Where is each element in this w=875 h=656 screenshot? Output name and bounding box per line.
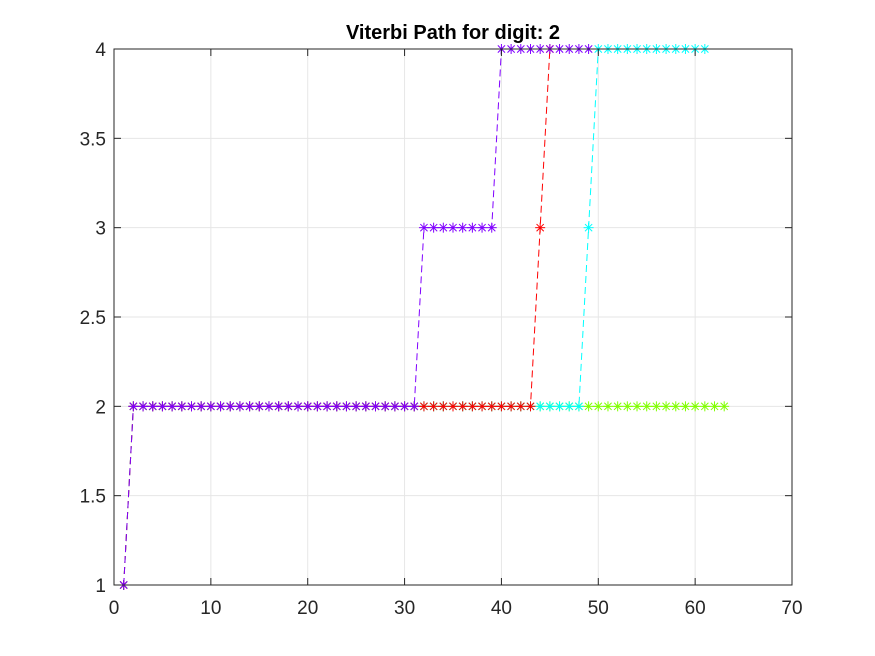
data-point-marker [428, 401, 439, 412]
data-point-marker [602, 401, 613, 412]
y-tick-label: 2 [95, 397, 106, 418]
data-point-marker [293, 401, 304, 412]
x-tick-label: 60 [685, 598, 706, 619]
data-point-marker [196, 401, 207, 412]
data-point-marker [457, 222, 468, 233]
y-tick-label: 1 [95, 576, 106, 597]
data-point-marker [263, 401, 274, 412]
data-point-marker [438, 222, 449, 233]
data-point-marker [564, 401, 575, 412]
data-point-marker [283, 401, 294, 412]
data-point-marker [535, 222, 546, 233]
data-point-marker [418, 401, 429, 412]
series-3 [118, 44, 594, 590]
data-point-marker [486, 401, 497, 412]
data-point-marker [312, 401, 323, 412]
data-point-marker [515, 401, 526, 412]
x-tick-label: 10 [200, 598, 221, 619]
data-point-marker [418, 222, 429, 233]
y-tick-label: 2.5 [80, 308, 106, 329]
data-point-marker [234, 401, 245, 412]
data-point-marker [544, 401, 555, 412]
data-point-marker [128, 401, 139, 412]
data-point-marker [399, 401, 410, 412]
data-point-marker [496, 401, 507, 412]
data-point-marker [457, 401, 468, 412]
data-point-marker [215, 401, 226, 412]
data-point-marker [593, 401, 604, 412]
data-point-marker [351, 401, 362, 412]
data-point-marker [709, 401, 720, 412]
data-point-marker [331, 401, 342, 412]
y-tick-label: 1.5 [80, 487, 106, 508]
data-point-marker [699, 401, 710, 412]
data-point-marker [157, 401, 168, 412]
data-point-marker [477, 222, 488, 233]
data-point-marker [428, 222, 439, 233]
data-point-marker [583, 401, 594, 412]
data-point-marker [670, 401, 681, 412]
data-point-marker [360, 401, 371, 412]
data-point-marker [147, 401, 158, 412]
data-point-marker [448, 222, 458, 233]
data-point-marker [680, 401, 691, 412]
y-tick-label: 3.5 [80, 129, 106, 150]
data-point-marker [573, 401, 584, 412]
x-tick-label: 70 [781, 598, 802, 619]
data-point-marker [448, 401, 458, 412]
data-point-marker [486, 222, 497, 233]
x-tick-label: 30 [394, 598, 415, 619]
data-point-marker [632, 401, 643, 412]
data-point-marker [380, 401, 391, 412]
data-point-marker [225, 401, 236, 412]
data-point-marker [651, 401, 662, 412]
x-tick-label: 40 [491, 598, 512, 619]
data-point-marker [612, 401, 623, 412]
data-point-marker [186, 401, 197, 412]
data-point-marker [477, 401, 488, 412]
data-point-marker [370, 401, 381, 412]
data-point-marker [661, 401, 672, 412]
data-point-marker [438, 401, 449, 412]
data-point-marker [554, 401, 565, 412]
x-tick-label: 20 [297, 598, 318, 619]
data-point-marker [467, 401, 478, 412]
x-tick-label: 0 [109, 598, 120, 619]
data-point-marker [322, 401, 333, 412]
data-point-marker [341, 401, 352, 412]
data-point-marker [167, 401, 178, 412]
data-point-marker [244, 401, 255, 412]
data-point-marker [622, 401, 633, 412]
data-point-marker [138, 401, 149, 412]
data-point-marker [719, 401, 730, 412]
data-series [118, 44, 730, 590]
data-point-marker [409, 401, 420, 412]
x-tick-label: 50 [588, 598, 609, 619]
data-point-marker [389, 401, 400, 412]
data-point-marker [176, 401, 187, 412]
data-point-marker [273, 401, 284, 412]
data-point-marker [205, 401, 216, 412]
data-point-marker [302, 401, 313, 412]
chart-title: Viterbi Path for digit: 2 [346, 22, 560, 44]
data-point-marker [525, 401, 536, 412]
y-axis-tick-labels: 1 1.5 2 2.5 3 3.5 4 [80, 40, 107, 597]
data-point-marker [535, 401, 546, 412]
data-point-marker [506, 401, 517, 412]
data-point-marker [641, 401, 652, 412]
data-point-marker [690, 401, 701, 412]
axis-ticks [113, 48, 793, 586]
data-point-marker [467, 222, 478, 233]
data-point-marker [583, 222, 594, 233]
y-tick-label: 4 [95, 40, 106, 61]
x-axis-tick-labels: 0 10 20 30 40 50 60 70 [109, 598, 803, 619]
y-tick-label: 3 [95, 219, 106, 240]
data-point-marker [254, 401, 265, 412]
